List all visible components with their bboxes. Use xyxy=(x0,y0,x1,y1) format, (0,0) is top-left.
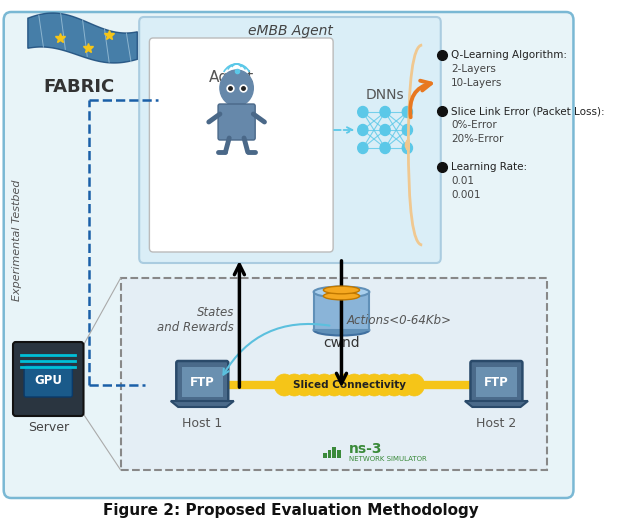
Text: Experimental Testbed: Experimental Testbed xyxy=(12,179,22,301)
FancyBboxPatch shape xyxy=(150,38,333,252)
Circle shape xyxy=(344,374,364,396)
Circle shape xyxy=(220,70,254,106)
Polygon shape xyxy=(28,13,137,63)
Circle shape xyxy=(364,374,384,396)
Bar xyxy=(182,367,223,397)
Text: 0.01: 0.01 xyxy=(451,176,474,186)
Circle shape xyxy=(380,143,390,154)
Circle shape xyxy=(404,374,424,396)
Circle shape xyxy=(274,374,295,396)
Bar xyxy=(337,450,341,458)
Circle shape xyxy=(294,374,315,396)
Bar xyxy=(332,447,336,458)
Text: 2-Layers: 2-Layers xyxy=(451,64,496,74)
Text: 0.001: 0.001 xyxy=(451,190,481,200)
Circle shape xyxy=(384,374,404,396)
Circle shape xyxy=(357,106,368,117)
FancyBboxPatch shape xyxy=(471,361,523,403)
Bar xyxy=(323,453,327,458)
Text: 10-Layers: 10-Layers xyxy=(451,78,502,88)
Circle shape xyxy=(380,106,390,117)
Text: Actions<0-64Kb>: Actions<0-64Kb> xyxy=(347,313,452,326)
Text: 20%-Error: 20%-Error xyxy=(451,134,503,144)
FancyBboxPatch shape xyxy=(4,12,573,498)
Text: States
and Rewards: States and Rewards xyxy=(157,306,234,334)
Text: Host 2: Host 2 xyxy=(476,417,516,430)
Text: FTP: FTP xyxy=(190,376,215,388)
Circle shape xyxy=(380,125,390,136)
FancyArrowPatch shape xyxy=(410,81,431,117)
Text: ns-3: ns-3 xyxy=(349,442,382,456)
Text: Figure 2: Proposed Evaluation Methodology: Figure 2: Proposed Evaluation Methodolog… xyxy=(103,503,478,518)
Text: eMBB Agent: eMBB Agent xyxy=(247,24,332,38)
FancyBboxPatch shape xyxy=(13,342,83,416)
FancyBboxPatch shape xyxy=(218,104,255,140)
Text: Sliced Connectivity: Sliced Connectivity xyxy=(293,380,406,390)
Bar xyxy=(476,367,517,397)
Text: FTP: FTP xyxy=(484,376,509,388)
Circle shape xyxy=(374,374,394,396)
Circle shape xyxy=(394,374,414,396)
Circle shape xyxy=(354,374,374,396)
Circle shape xyxy=(403,143,413,154)
Ellipse shape xyxy=(314,324,369,335)
Text: Host 1: Host 1 xyxy=(182,417,222,430)
Text: Learning Rate:: Learning Rate: xyxy=(451,162,527,172)
Circle shape xyxy=(334,374,354,396)
Circle shape xyxy=(357,143,368,154)
Text: Slice Link Error (Packet Loss):: Slice Link Error (Packet Loss): xyxy=(451,106,605,116)
Ellipse shape xyxy=(324,292,359,300)
Circle shape xyxy=(304,374,325,396)
Bar xyxy=(314,292,369,330)
Circle shape xyxy=(284,374,305,396)
Ellipse shape xyxy=(324,286,359,294)
Text: NETWORK SIMULATOR: NETWORK SIMULATOR xyxy=(349,456,427,462)
Circle shape xyxy=(314,374,334,396)
Text: Server: Server xyxy=(28,421,69,434)
Text: cwnd: cwnd xyxy=(323,336,360,350)
Text: DNNs: DNNs xyxy=(366,88,404,102)
Circle shape xyxy=(357,125,368,136)
Polygon shape xyxy=(465,401,528,407)
Bar xyxy=(121,278,548,470)
Text: 0%-Error: 0%-Error xyxy=(451,120,496,130)
Circle shape xyxy=(403,106,413,117)
Ellipse shape xyxy=(314,287,369,298)
FancyBboxPatch shape xyxy=(177,361,228,403)
Polygon shape xyxy=(171,401,234,407)
Circle shape xyxy=(403,125,413,136)
Text: Agent: Agent xyxy=(209,70,255,85)
Text: FABRIC: FABRIC xyxy=(43,78,115,96)
Circle shape xyxy=(324,374,344,396)
Text: GPU: GPU xyxy=(34,375,62,388)
FancyBboxPatch shape xyxy=(24,365,73,397)
FancyBboxPatch shape xyxy=(139,17,441,263)
Text: Q-Learning Algorithm:: Q-Learning Algorithm: xyxy=(451,50,567,60)
Bar xyxy=(327,450,331,458)
